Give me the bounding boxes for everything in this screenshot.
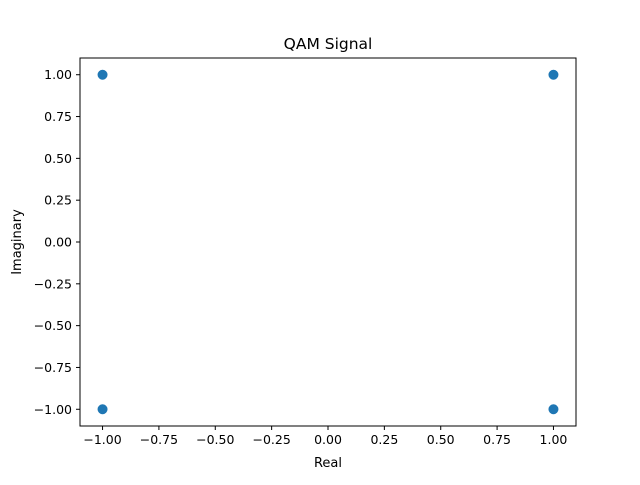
data-point-4 (548, 404, 559, 415)
plot-area-frame (79, 57, 577, 427)
data-point-3 (97, 404, 108, 415)
x-tick-label: −0.25 (252, 432, 290, 447)
data-point-2 (548, 69, 559, 80)
y-tick-label: 0.00 (44, 235, 72, 250)
y-tick-label: −0.50 (34, 318, 72, 333)
y-tick-label: −0.75 (34, 360, 72, 375)
x-tick-label: 0.25 (370, 432, 398, 447)
y-tick-label: 1.00 (44, 67, 72, 82)
x-axis: −1.00 −0.75 −0.50 −0.25 0.00 0.25 0.50 0.75 1.00 (83, 426, 567, 447)
points-layer (97, 69, 559, 415)
data-point-1 (97, 69, 108, 80)
x-tick-label: −0.50 (196, 432, 234, 447)
x-tick-label: 0.50 (427, 432, 455, 447)
y-tick-label: 0.50 (44, 151, 72, 166)
x-axis-label: Real (314, 456, 342, 471)
x-tick-label: −1.00 (83, 432, 121, 447)
x-tick-label: 0.75 (483, 432, 511, 447)
y-axis-label: Imaginary (10, 209, 25, 275)
x-tick-label: 0.00 (314, 432, 342, 447)
y-tick-label: −0.25 (34, 276, 72, 291)
y-tick-label: 0.75 (44, 109, 72, 124)
y-tick-label: 0.25 (44, 193, 72, 208)
chart-title: QAM Signal (284, 35, 373, 53)
x-tick-label: −0.75 (140, 432, 178, 447)
y-axis: −1.00 −0.75 −0.50 −0.25 0.00 0.25 0.50 0.75 1.00 (34, 67, 80, 417)
x-tick-label: 1.00 (540, 432, 568, 447)
y-tick-label: −1.00 (34, 402, 72, 417)
